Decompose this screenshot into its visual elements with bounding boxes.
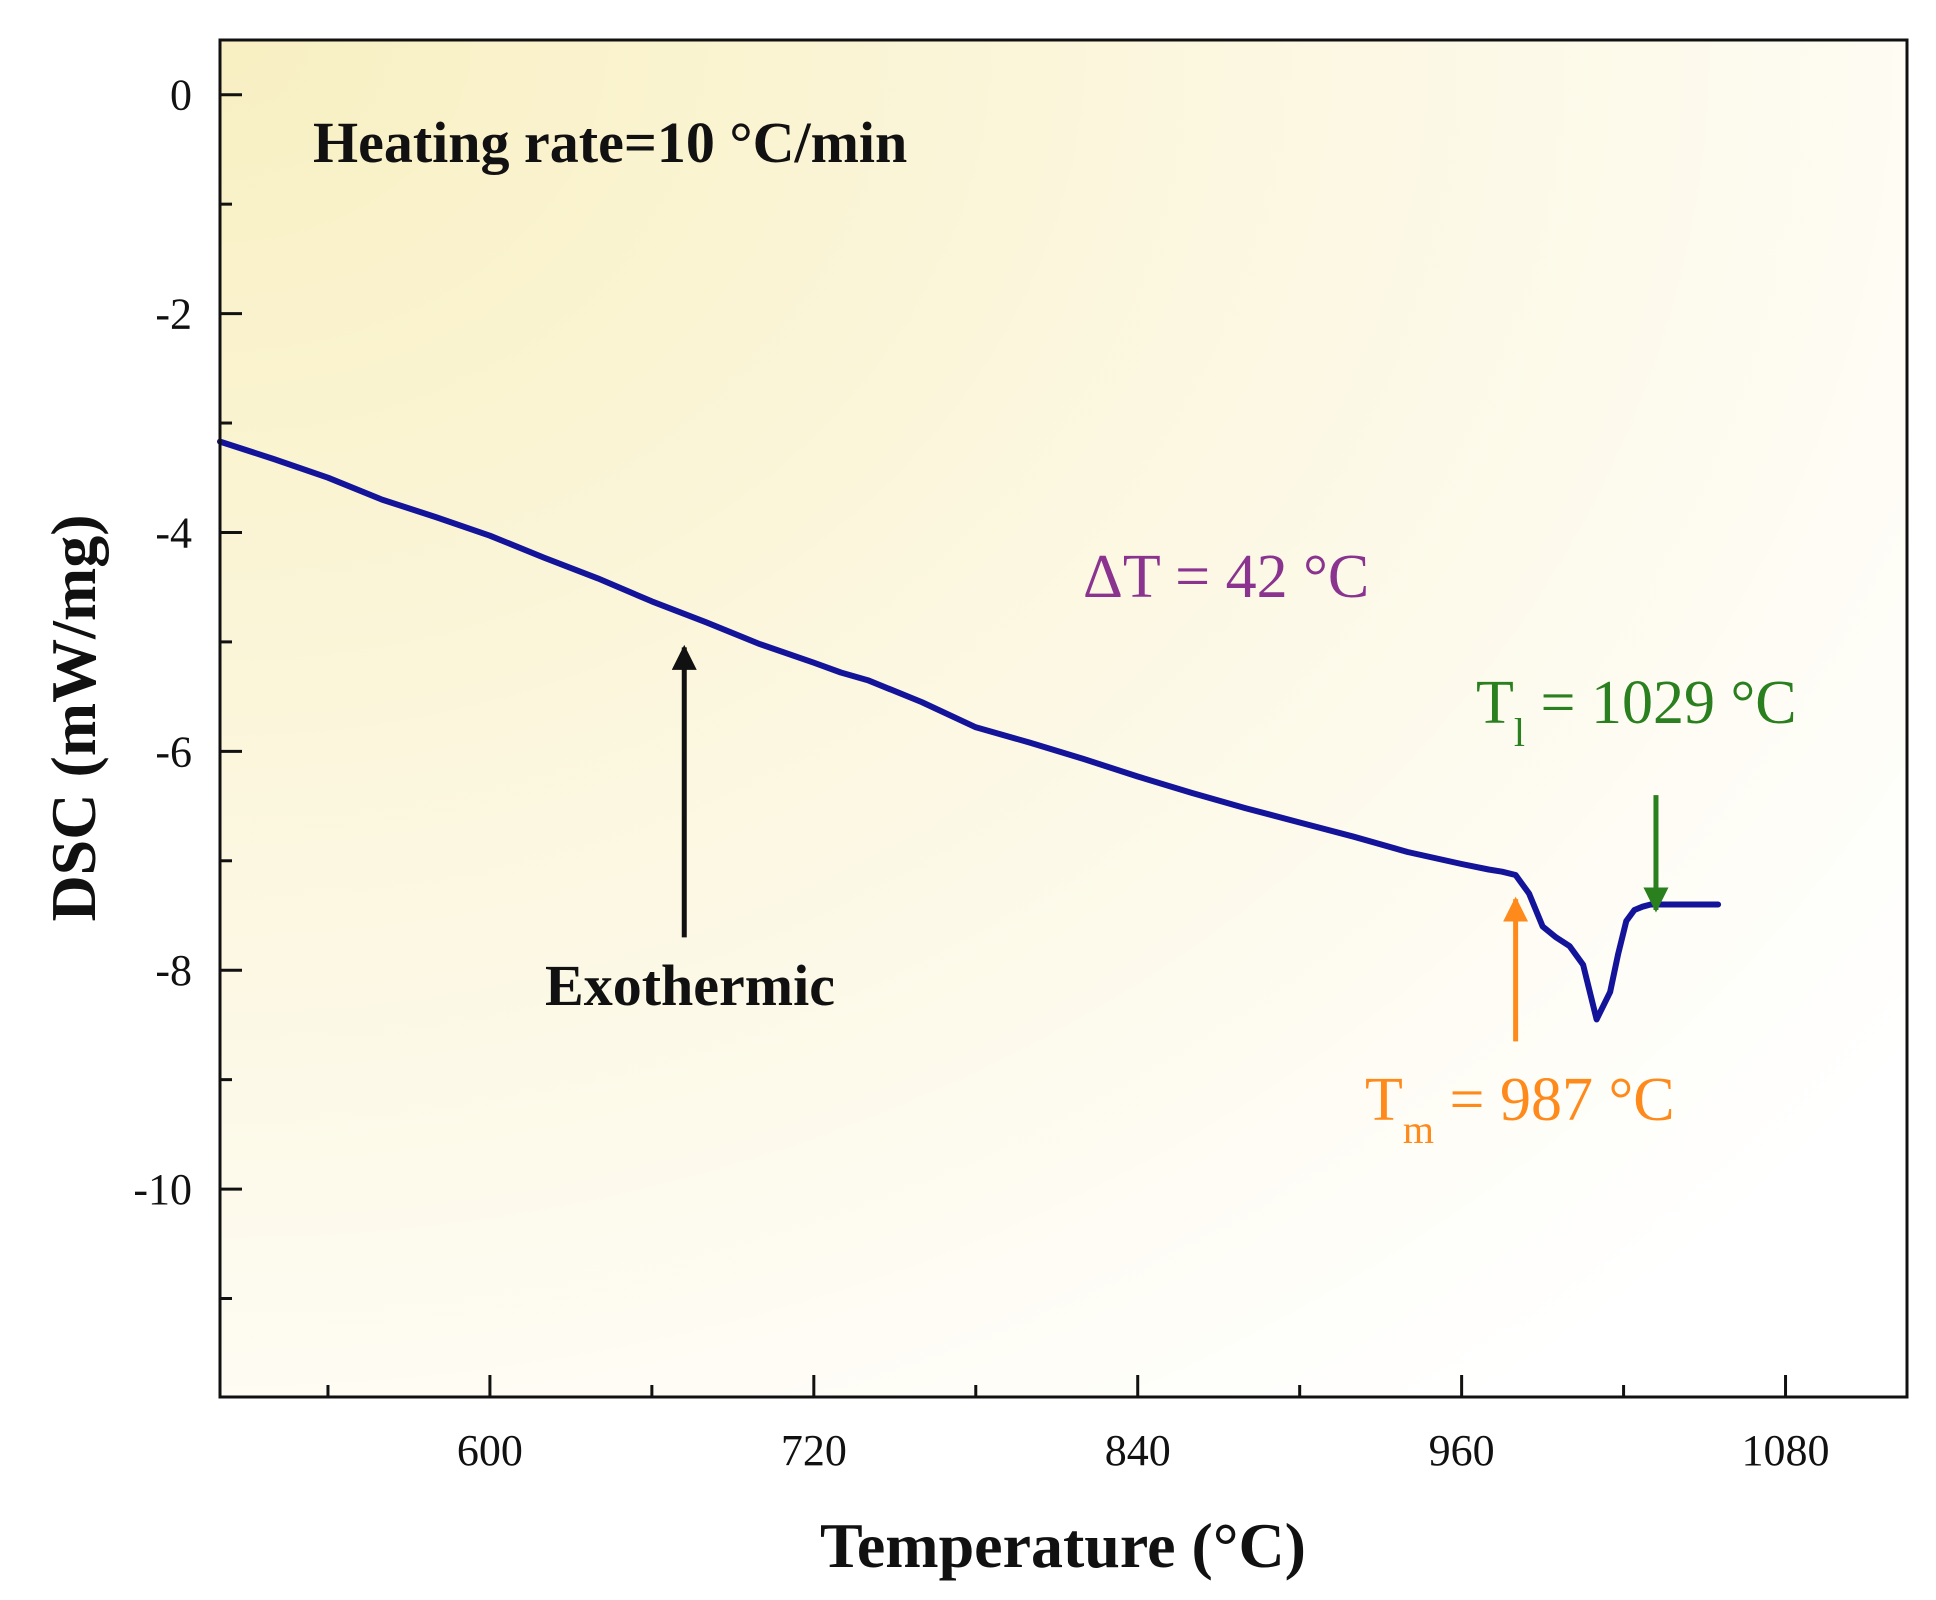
x-tick-label: 960 (1429, 1426, 1495, 1475)
liquidus-temperature-label: Tl = 1029 °C (1476, 669, 1797, 755)
y-tick-labels: 0 -2 -4 -6 -8 -10 (133, 71, 192, 1214)
y-tick-label: -4 (155, 508, 192, 557)
plot-frame (218, 38, 1909, 1399)
melting-value: = 987 °C (1434, 1066, 1675, 1134)
dsc-series-line (217, 438, 1722, 1023)
y-tick-label: -6 (155, 727, 192, 776)
liquidus-subscript: l (1514, 710, 1525, 755)
x-tick-label: 720 (781, 1426, 847, 1475)
minor-ticks (220, 202, 1626, 1397)
y-axis-title: DSC (mW/mg) (38, 514, 109, 921)
x-tick-label: 840 (1105, 1426, 1171, 1475)
y-tick-label: -10 (133, 1165, 192, 1214)
y-tick-label: -2 (155, 290, 192, 339)
melting-temperature-label: Tm = 987 °C (1365, 1066, 1675, 1152)
liquidus-symbol: T (1476, 669, 1514, 737)
melting-symbol: T (1365, 1066, 1403, 1134)
exothermic-label: Exothermic (545, 953, 835, 1018)
melting-subscript: m (1403, 1107, 1434, 1152)
delta-t-annotation: ΔT = 42 °C (1083, 543, 1369, 611)
x-tick-label: 1080 (1742, 1426, 1830, 1475)
x-tick-labels: 600 720 840 960 1080 (457, 1426, 1830, 1475)
y-tick-label: 0 (170, 71, 192, 120)
heating-rate-annotation: Heating rate=10 °C/min (313, 110, 907, 175)
plot-background (220, 40, 1907, 1397)
major-ticks (220, 93, 1788, 1397)
y-tick-label: -8 (155, 946, 192, 995)
x-tick-label: 600 (457, 1426, 523, 1475)
liquidus-value: = 1029 °C (1525, 669, 1797, 737)
x-axis-title: Temperature (°C) (820, 1510, 1306, 1581)
